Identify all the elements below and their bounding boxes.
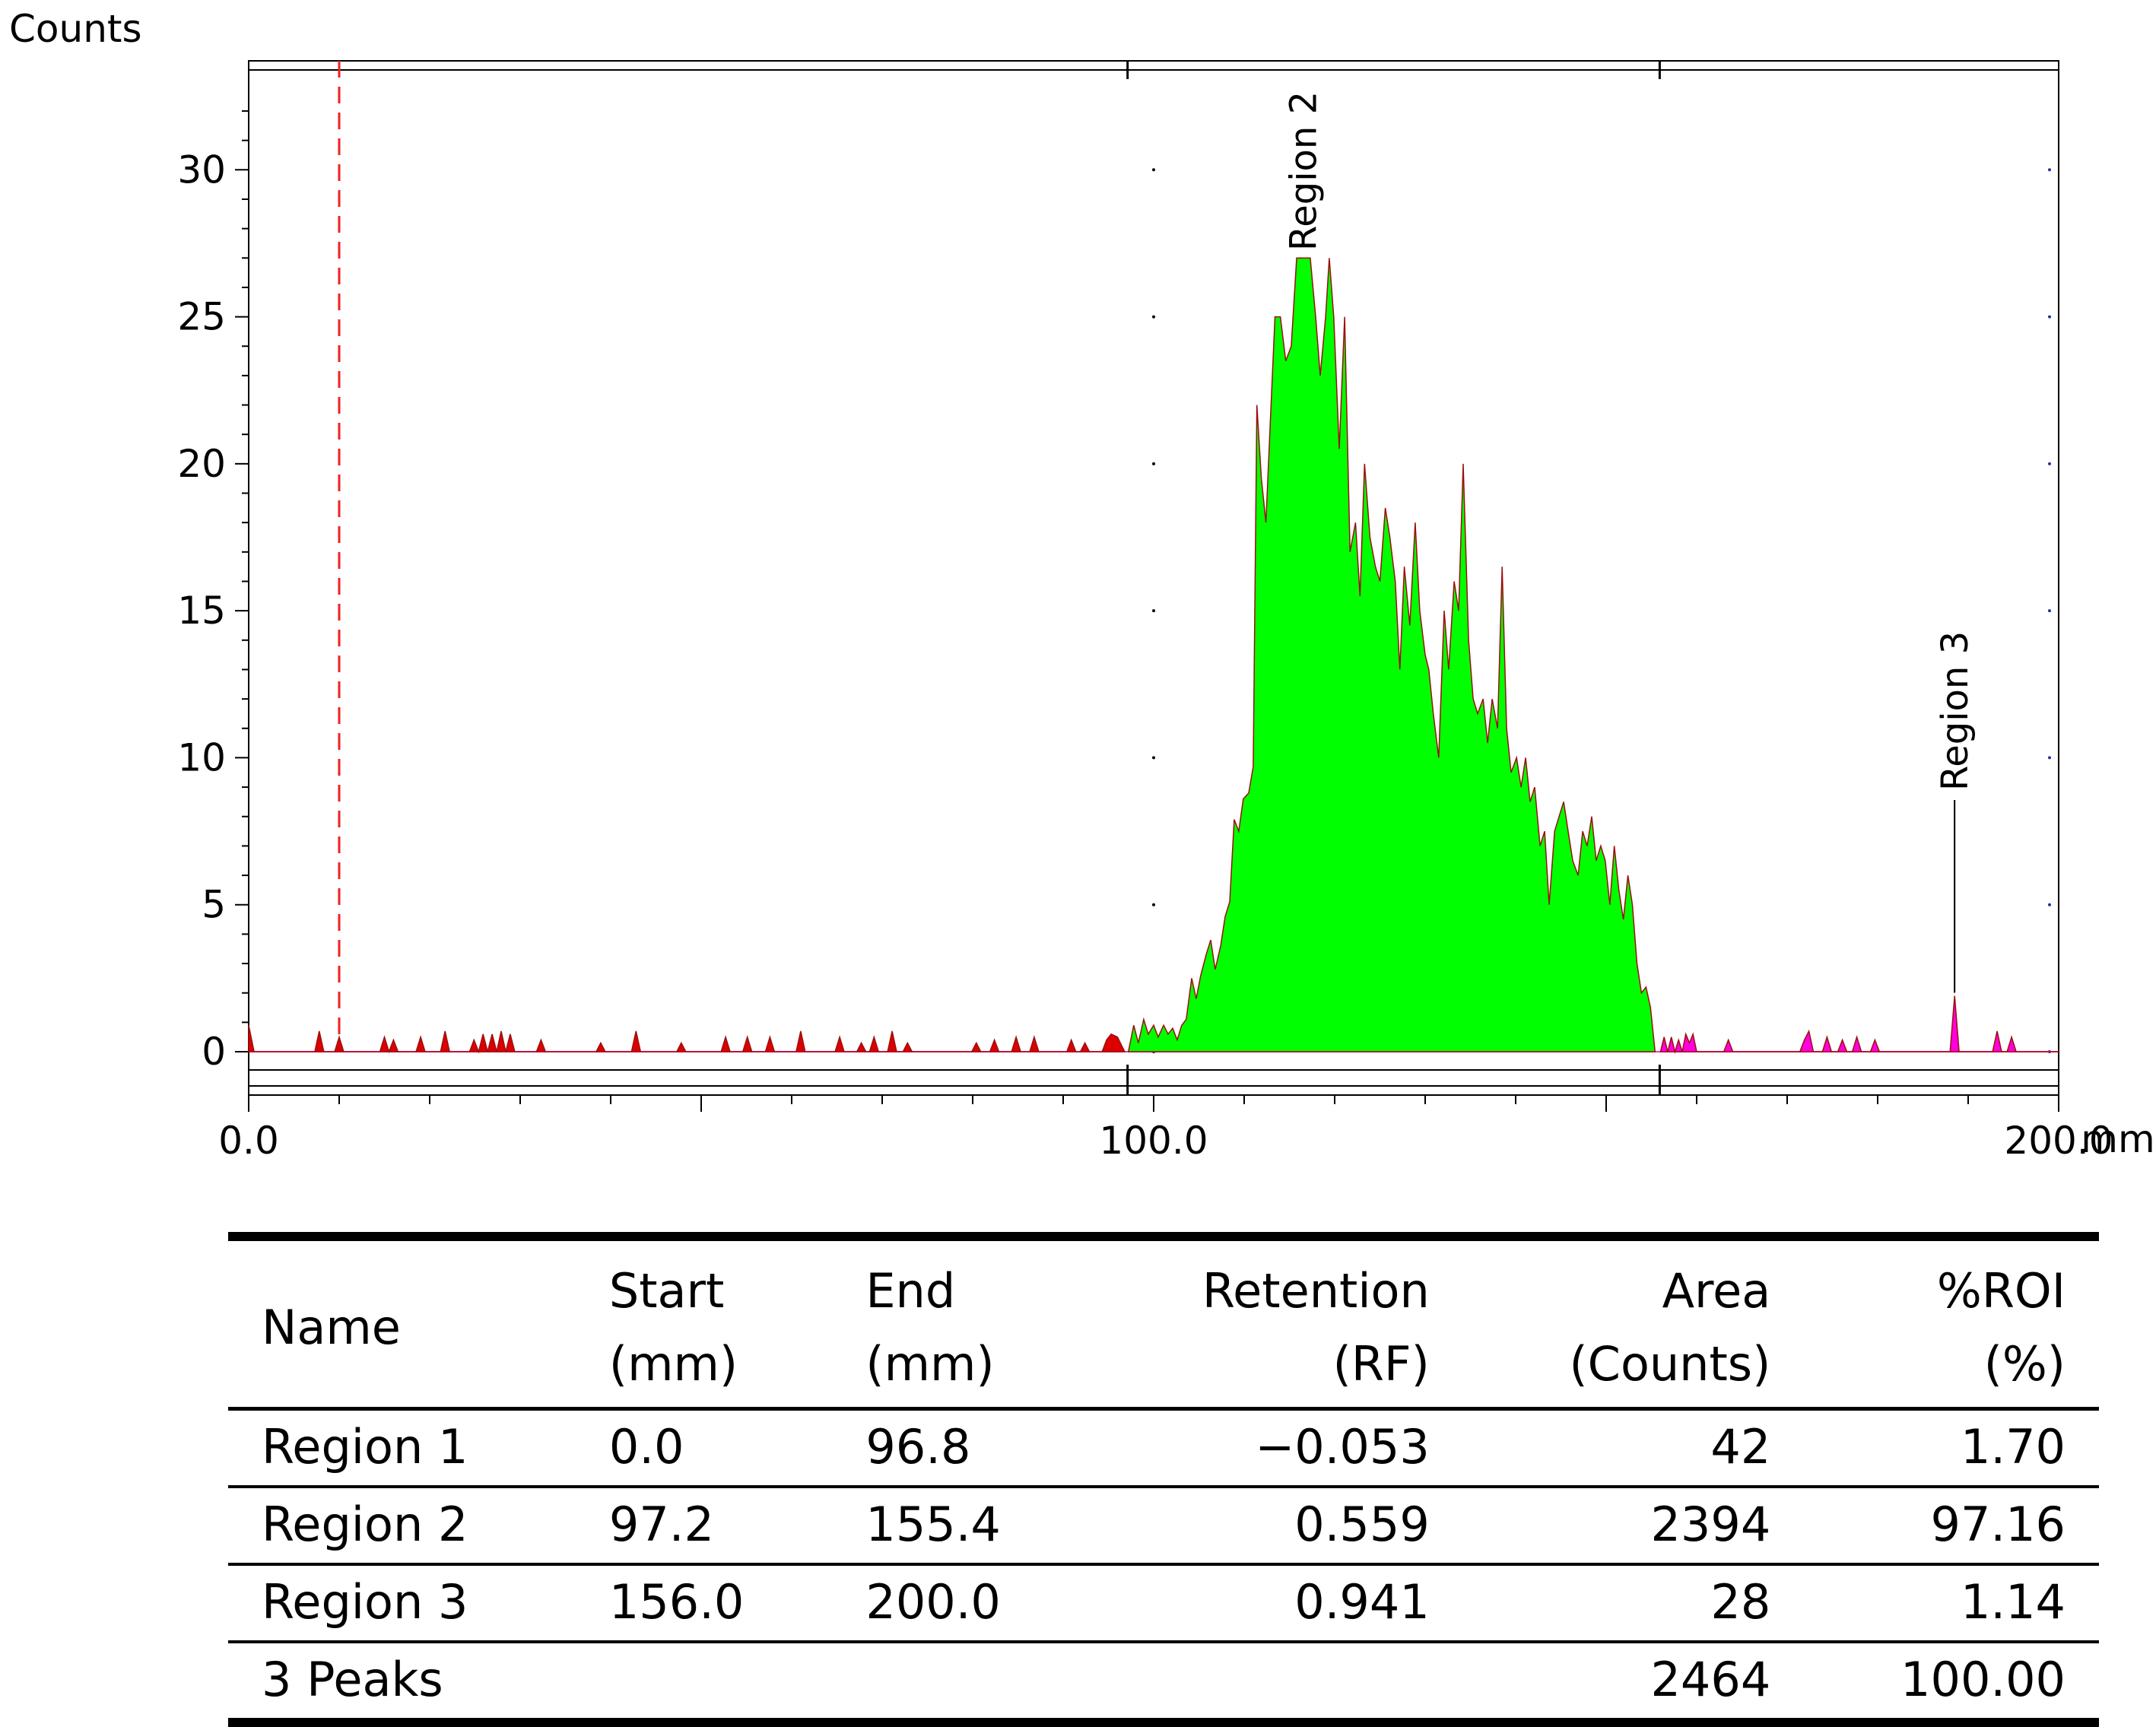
header-start: Start (mm) [608, 1263, 738, 1392]
cell-end: 96.8 [865, 1419, 971, 1475]
cell-name: Region 3 [262, 1574, 468, 1630]
results-table-container: Name Start (mm) End (mm) Retention (RF) Are… [228, 1232, 2099, 1727]
y-axis-label: Counts [9, 7, 142, 51]
y-mid-tick [1152, 168, 1155, 172]
series-area-region-1 [248, 1025, 1126, 1054]
region-label: Region 3 [1934, 631, 1977, 791]
cell-end: 200.0 [865, 1574, 1001, 1630]
region-labels: Region 2 Region 3 [1282, 91, 1977, 993]
y-right-tick [2048, 315, 2051, 319]
cell-retention: 0.941 [1294, 1574, 1430, 1630]
cell-total-roi: 100.00 [1900, 1652, 2066, 1707]
header-area: Area (Counts) [1569, 1263, 1771, 1392]
table-row: Region 3 156.0 200.0 0.941 28 1.14 [228, 1564, 2099, 1642]
cell-area: 42 [1710, 1419, 1771, 1475]
y-tick-label: 5 [202, 883, 226, 927]
header-retention: Retention (RF) [1202, 1263, 1430, 1392]
cell-name: Region 2 [262, 1497, 468, 1552]
series-area-region-2 [1127, 257, 1656, 1052]
y-tick-label: 15 [177, 589, 226, 633]
cell-empty [576, 1642, 833, 1722]
x-tick-label: 200.0 [2004, 1119, 2113, 1163]
table-row: Region 1 0.0 96.8 −0.053 42 1.70 [228, 1409, 2099, 1487]
chromatogram-chart: Counts 0 5 10 15 20 25 30 0.0 100.0 200.0 Region… [9, 7, 2155, 1163]
cell-empty [1089, 1642, 1463, 1722]
table-header-row: Name Start (mm) End (mm) Retention (RF) Are… [228, 1237, 2099, 1409]
y-mid-tick [1152, 903, 1155, 906]
plot-frame [248, 60, 2059, 1096]
y-mid-tick [1152, 462, 1155, 465]
plot-border [248, 60, 2059, 1096]
cell-start: 156.0 [608, 1574, 745, 1630]
region-label: Region 2 [1282, 91, 1325, 251]
cell-name: Region 1 [262, 1419, 468, 1475]
y-tick-label: 30 [177, 148, 226, 192]
cell-total-name: 3 Peaks [262, 1652, 443, 1707]
y-right-tick [2048, 756, 2051, 760]
header-roi: %ROI (%) [1936, 1263, 2066, 1392]
table-row: Region 2 97.2 155.4 0.559 2394 97.16 [228, 1487, 2099, 1564]
y-mid-tick [1152, 315, 1155, 319]
cell-empty [832, 1642, 1089, 1722]
y-right-tick [2048, 903, 2051, 906]
y-tick-label: 10 [177, 735, 226, 779]
cell-start: 0.0 [608, 1419, 684, 1475]
table-total-row: 3 Peaks 2464 100.00 [228, 1642, 2099, 1722]
header-end: End (mm) [865, 1263, 995, 1392]
results-table: Name Start (mm) End (mm) Retention (RF) Are… [228, 1232, 2099, 1727]
cell-retention: 0.559 [1294, 1497, 1430, 1552]
cell-roi: 97.16 [1930, 1497, 2066, 1552]
y-mid-tick [1152, 609, 1155, 613]
y-mid-tick [1152, 756, 1155, 760]
x-tick-label: 0.0 [218, 1119, 279, 1163]
cell-retention: −0.053 [1255, 1419, 1430, 1475]
cell-roi: 1.14 [1960, 1574, 2066, 1630]
y-tick-label: 25 [177, 295, 226, 339]
cell-roi: 1.70 [1960, 1419, 2066, 1475]
cell-total-area: 2464 [1650, 1652, 1771, 1707]
header-name: Name [262, 1300, 401, 1355]
cell-start: 97.2 [608, 1497, 714, 1552]
y-tick-label: 20 [177, 442, 226, 486]
cell-area: 28 [1710, 1574, 1771, 1630]
series-layer [248, 257, 2059, 1054]
y-right-tick [2048, 168, 2051, 172]
series-area-region-3 [1659, 995, 2059, 1054]
x-axis: 0.0 100.0 200.0 [218, 1094, 2113, 1163]
y-right-tick [2048, 609, 2051, 613]
y-right-tick [2048, 462, 2051, 465]
cell-end: 155.4 [865, 1497, 1001, 1552]
y-tick-label: 0 [202, 1030, 226, 1074]
y-axis: 0 5 10 15 20 25 30 [177, 110, 2051, 1074]
x-tick-label: 100.0 [1099, 1119, 1208, 1163]
cell-area: 2394 [1650, 1497, 1771, 1552]
x-axis-unit: mm [2081, 1117, 2154, 1161]
